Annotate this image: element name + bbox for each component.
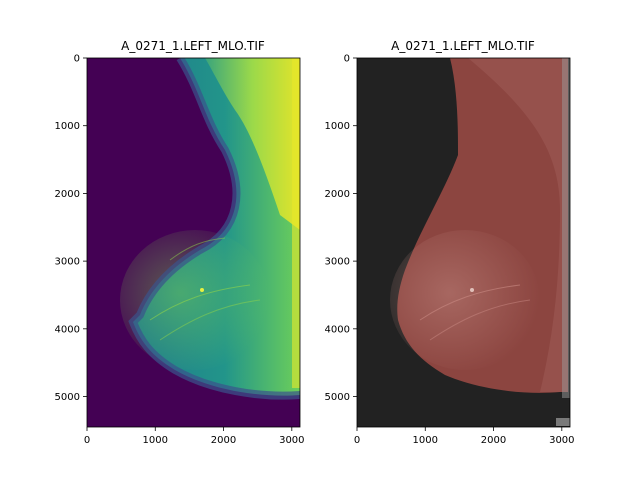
right-x-tick-label: 3000	[549, 435, 574, 446]
left-y-tick-label: 2000	[55, 189, 80, 200]
right-panel: A_0271_1.LEFT_MLO.TIF 0 1000 2000 3000 0 1000…	[325, 39, 575, 446]
right-x-tick-label: 0	[354, 435, 360, 446]
left-axes-frame	[86, 57, 301, 428]
left-y-tick-label: 0	[74, 54, 80, 65]
left-ticks: 0 1000 2000 3000 0 1000 2000 3000 4000 5000	[55, 54, 305, 447]
right-y-tick-label: 2000	[325, 189, 350, 200]
right-y-tick-label: 5000	[325, 392, 350, 403]
right-y-tick-label: 0	[344, 54, 350, 65]
left-x-tick-label: 3000	[279, 435, 304, 446]
right-y-tick-label: 3000	[325, 257, 350, 268]
left-y-tick-label: 3000	[55, 257, 80, 268]
right-y-tick-label: 1000	[325, 121, 350, 132]
left-x-tick-label: 1000	[143, 435, 168, 446]
left-x-tick-label: 0	[84, 435, 90, 446]
left-panel: A_0271_1.LEFT_MLO.TIF 0 1000 2000 3000 0 1000…	[55, 39, 305, 446]
right-axes-frame	[356, 57, 571, 428]
left-x-tick-label: 2000	[211, 435, 236, 446]
left-y-tick-label: 4000	[55, 324, 80, 335]
left-y-tick-label: 5000	[55, 392, 80, 403]
right-ticks: 0 1000 2000 3000 0 1000 2000 3000 4000 5000	[325, 54, 575, 447]
right-y-tick-label: 4000	[325, 324, 350, 335]
right-overlay-image	[357, 58, 570, 427]
right-x-tick-label: 1000	[413, 435, 438, 446]
right-x-tick-label: 2000	[481, 435, 506, 446]
left-y-tick-label: 1000	[55, 121, 80, 132]
left-panel-title: A_0271_1.LEFT_MLO.TIF	[121, 39, 265, 53]
right-panel-title: A_0271_1.LEFT_MLO.TIF	[391, 39, 535, 53]
left-mammogram-image	[87, 58, 300, 427]
